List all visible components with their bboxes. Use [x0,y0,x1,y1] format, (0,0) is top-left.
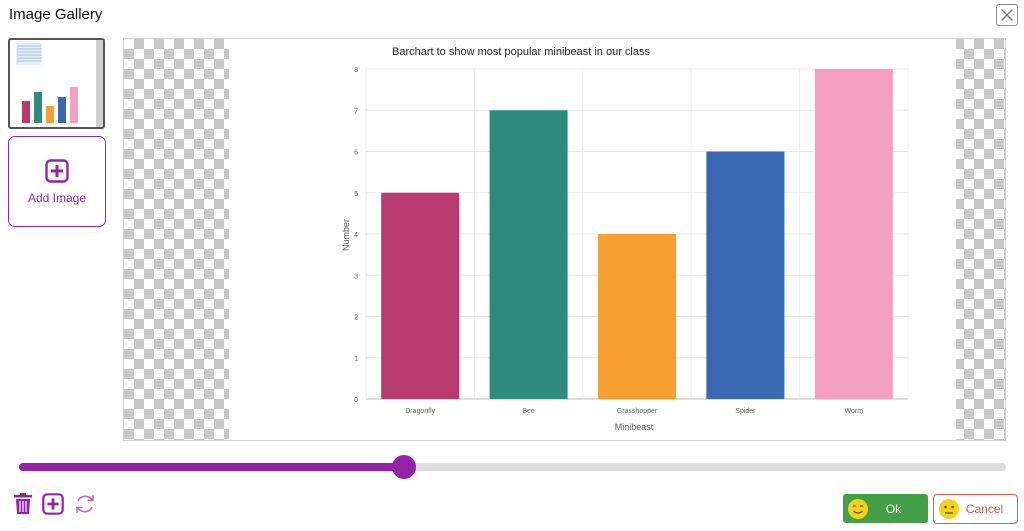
gallery-thumbnail[interactable] [8,38,105,129]
x-tick-label: Spider [735,408,756,415]
x-tick-label: Grasshopper [617,408,658,415]
y-tick-label: 0 [354,397,358,404]
y-tick-label: 7 [354,108,358,115]
bar-dragonfly [381,192,460,399]
add-image-button[interactable]: Add Image [8,136,106,227]
dialog-title: Image Gallery [9,6,103,23]
x-axis-label: Minibeast [615,422,654,432]
slider-thumb[interactable] [391,455,416,479]
ok-label: Ok [885,501,902,516]
ok-button[interactable]: Ok [843,494,928,523]
y-axis-label: Number [341,219,351,251]
cancel-button[interactable]: Cancel [933,494,1018,524]
y-tick-label: 3 [354,273,358,280]
trash-icon [14,493,32,514]
bar-worm [814,69,893,399]
bar-grasshopper [597,234,677,399]
slider-fill [19,463,404,471]
close-button[interactable] [996,4,1018,26]
add-button[interactable] [41,492,65,516]
delete-button[interactable] [11,492,35,516]
chart-title: Barchart to show most popular minibeast … [392,46,651,58]
bar-chart: Barchart to show most popular minibeast … [229,39,956,440]
thumbnail-chart-image [10,40,103,127]
y-tick-label: 4 [354,232,358,239]
x-tick-label: Worm [845,408,864,415]
close-icon [1001,9,1013,21]
x-tick-label: Bee [522,408,535,415]
rotate-button[interactable] [73,492,97,516]
neutral-face-icon [939,499,959,519]
plus-square-icon [45,158,69,183]
bar-spider [706,151,785,399]
smiley-face-icon [848,498,868,519]
y-tick-label: 1 [354,356,358,363]
add-image-label: Add Image [27,190,87,205]
y-tick-label: 6 [354,150,358,157]
cancel-label: Cancel [965,502,1004,516]
x-tick-label: Dragonfly [405,408,435,415]
y-tick-label: 2 [354,315,358,322]
image-preview: Barchart to show most popular minibeast … [123,38,1006,441]
y-tick-label: 8 [354,67,358,74]
zoom-slider[interactable] [19,455,1006,479]
y-tick-label: 5 [354,191,358,198]
plus-square-icon [42,493,64,515]
rotate-icon [76,495,94,513]
bar-bee [489,110,568,399]
